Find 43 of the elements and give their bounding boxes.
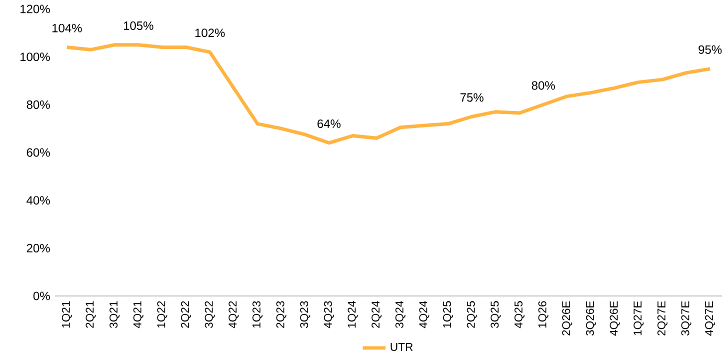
x-tick-label: 3Q25: [490, 301, 501, 328]
data-label: 95%: [698, 45, 722, 54]
data-label: 104%: [52, 24, 82, 32]
data-label: 105%: [124, 21, 154, 30]
x-tick-label: 2Q25: [466, 301, 477, 328]
x-tick-label: 4Q21: [133, 301, 144, 328]
x-tick-label: 4Q25: [514, 301, 525, 328]
x-tick-label: 1Q23: [252, 301, 263, 328]
y-tick-label: 100%: [20, 52, 50, 62]
x-tick-label: 3Q27E: [681, 301, 692, 336]
x-tick-label: 3Q26E: [586, 301, 596, 336]
data-label: 75%: [460, 93, 484, 102]
x-tick-label: 3Q21: [110, 301, 120, 328]
x-tick-label: 1Q27E: [634, 301, 644, 336]
x-tick-label: 4Q22: [228, 301, 239, 328]
y-tick-label: 20%: [26, 244, 50, 252]
x-tick-label: 2Q26E: [562, 301, 572, 336]
x-tick-label: 4Q23: [324, 301, 334, 328]
data-label: 80%: [532, 81, 555, 90]
y-tick-label: 80%: [26, 100, 50, 109]
y-tick-label: 120%: [20, 4, 50, 14]
x-tick-label: 4Q24: [419, 301, 430, 328]
x-tick-label: 2Q23: [276, 301, 286, 328]
x-tick-label: 4Q26E: [610, 301, 620, 336]
legend-label: UTR: [390, 343, 413, 351]
x-tick-label: 1Q26: [538, 301, 548, 328]
x-tick-label: 3Q22: [204, 301, 215, 328]
x-tick-label: 1Q24: [348, 301, 358, 328]
x-tick-label: 3Q24: [395, 301, 406, 328]
y-tick-label: 60%: [26, 148, 50, 157]
x-tick-label: 2Q27E: [657, 301, 668, 336]
x-tick-label: 2Q24: [372, 301, 382, 328]
x-tick-label: 1Q25: [443, 301, 454, 328]
y-tick-label: 0%: [33, 292, 50, 300]
x-tick-label: 4Q27E: [705, 301, 716, 336]
y-tick-label: 40%: [26, 196, 50, 205]
data-label: 64%: [318, 119, 341, 128]
x-tick-label: 2Q22: [181, 301, 192, 328]
x-tick-label: 1Q21: [62, 301, 72, 328]
x-tick-label: 1Q22: [157, 301, 168, 328]
data-label: 102%: [195, 28, 225, 38]
x-tick-label: 3Q23: [300, 301, 310, 328]
x-tick-label: 2Q21: [86, 301, 96, 328]
